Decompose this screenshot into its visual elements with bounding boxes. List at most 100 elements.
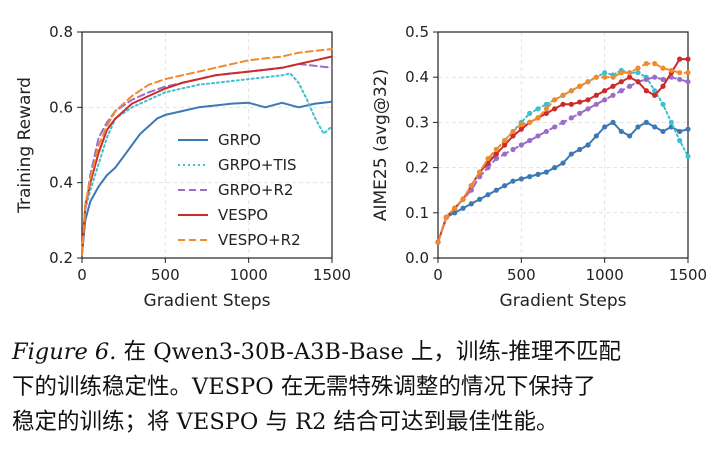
right-point-vespo-r2 bbox=[618, 70, 624, 76]
left-xtick-label: 1000 bbox=[230, 266, 268, 284]
right-point-grpo-tis bbox=[677, 137, 683, 144]
legend-label-vespo: VESPO bbox=[218, 206, 268, 224]
right-plot-frame bbox=[437, 31, 689, 259]
right-point-vespo bbox=[627, 74, 633, 80]
right-point-vespo bbox=[510, 133, 516, 139]
right-point-grpo bbox=[535, 171, 541, 177]
right-point-grpo bbox=[468, 201, 474, 207]
right-point-vespo-r2 bbox=[627, 70, 633, 76]
left-ytick-label: 0.2 bbox=[49, 249, 73, 267]
right-point-vespo bbox=[685, 56, 691, 62]
right-point-vespo-r2 bbox=[510, 128, 516, 135]
right-xtick-label: 1000 bbox=[586, 266, 624, 284]
right-point-grpo-r2 bbox=[535, 133, 541, 139]
caption-text-1: 在 Qwen3-30B-A3B-Base 上，训练-推理不匹配 bbox=[123, 339, 622, 365]
right-point-vespo bbox=[593, 92, 599, 98]
right-point-vespo-r2 bbox=[527, 119, 533, 125]
right-point-grpo-r2 bbox=[585, 106, 591, 112]
right-point-grpo-r2 bbox=[552, 124, 558, 130]
right-point-grpo-r2 bbox=[602, 97, 608, 103]
right-point-grpo-r2 bbox=[510, 146, 516, 153]
right-point-vespo-r2 bbox=[502, 137, 508, 144]
right-point-vespo bbox=[643, 88, 649, 94]
right-point-vespo-r2 bbox=[652, 61, 658, 67]
legend-label-vespo-r2: VESPO+R2 bbox=[218, 231, 301, 249]
right-point-vespo-r2 bbox=[677, 70, 683, 76]
right-series-vespo-r2 bbox=[437, 62, 689, 244]
right-point-grpo-r2 bbox=[543, 128, 549, 135]
figure-caption: Figure 6. 在 Qwen3-30B-A3B-Base 上，训练-推理不匹… bbox=[12, 335, 718, 440]
right-point-grpo bbox=[577, 146, 583, 153]
right-point-grpo bbox=[568, 151, 574, 157]
right-point-vespo-r2 bbox=[518, 122, 524, 128]
left-ytick-label: 0.6 bbox=[49, 98, 73, 116]
right-point-grpo-r2 bbox=[518, 142, 524, 148]
left-ytick-label: 0.4 bbox=[49, 174, 73, 192]
chart-right-group: 0 500 1000 1500 0.0 0.1 0.2 0.3 0.4 0.5 Gradient S… bbox=[371, 23, 707, 311]
right-point-grpo-r2 bbox=[643, 76, 649, 83]
left-y-axis-label: Training Reward bbox=[15, 77, 35, 214]
right-point-vespo bbox=[585, 97, 591, 103]
right-point-grpo-r2 bbox=[593, 101, 599, 107]
right-point-grpo bbox=[643, 119, 649, 125]
right-point-grpo-tis bbox=[635, 70, 641, 76]
right-point-grpo-r2 bbox=[577, 110, 583, 116]
right-point-vespo-r2 bbox=[602, 74, 608, 80]
legend-label-grpo-r2: GRPO+R2 bbox=[218, 181, 293, 199]
right-point-vespo-r2 bbox=[668, 67, 674, 74]
right-point-grpo-tis bbox=[602, 70, 608, 76]
right-point-vespo-r2 bbox=[435, 239, 441, 245]
right-point-grpo-r2 bbox=[627, 83, 633, 89]
right-point-vespo bbox=[618, 79, 624, 85]
right-point-vespo bbox=[602, 88, 608, 94]
right-point-vespo bbox=[635, 79, 641, 85]
chart-training-reward: 0 500 1000 1500 0.2 0.4 0.6 0.8 Gradient Steps Tr… bbox=[15, 23, 707, 311]
right-point-grpo bbox=[635, 124, 641, 130]
right-point-vespo-r2 bbox=[577, 83, 583, 89]
right-point-grpo-r2 bbox=[560, 119, 566, 125]
right-point-vespo-r2 bbox=[610, 74, 616, 80]
right-point-vespo-r2 bbox=[543, 106, 549, 112]
right-point-grpo-r2 bbox=[618, 88, 624, 94]
right-point-grpo bbox=[660, 128, 666, 135]
right-point-grpo-r2 bbox=[610, 92, 616, 98]
left-series-vespo-r2 bbox=[81, 48, 333, 256]
right-point-vespo bbox=[518, 126, 524, 132]
right-ytick-label: 0.5 bbox=[405, 23, 429, 41]
right-point-grpo bbox=[585, 142, 591, 148]
right-point-grpo-r2 bbox=[652, 74, 658, 80]
caption-line-1: Figure 6. 在 Qwen3-30B-A3B-Base 上，训练-推理不匹… bbox=[12, 335, 718, 370]
right-point-vespo-r2 bbox=[593, 74, 599, 80]
right-point-vespo bbox=[577, 99, 583, 105]
right-point-grpo-tis bbox=[535, 106, 541, 112]
right-point-grpo bbox=[652, 124, 658, 130]
right-xtick-label: 0 bbox=[433, 266, 443, 284]
right-point-grpo bbox=[543, 169, 549, 175]
legend-label-grpo-tis: GRPO+TIS bbox=[218, 156, 297, 174]
right-point-vespo-r2 bbox=[585, 79, 591, 85]
right-point-vespo bbox=[493, 151, 499, 157]
right-point-vespo bbox=[543, 110, 549, 116]
left-series-grpo bbox=[81, 100, 333, 256]
right-point-grpo bbox=[560, 160, 566, 166]
caption-line-3: 稳定的训练；将 VESPO 与 R2 结合可达到最佳性能。 bbox=[12, 409, 559, 435]
right-point-vespo bbox=[652, 92, 658, 98]
right-point-grpo-r2 bbox=[660, 76, 666, 83]
right-point-grpo bbox=[502, 183, 508, 189]
right-point-grpo bbox=[510, 178, 516, 184]
right-point-grpo-r2 bbox=[485, 165, 491, 171]
left-xtick-label: 1500 bbox=[313, 266, 351, 284]
right-point-vespo bbox=[552, 106, 558, 112]
right-point-grpo-tis bbox=[652, 88, 658, 94]
right-point-grpo-tis bbox=[685, 153, 691, 159]
right-point-vespo-r2 bbox=[560, 92, 566, 98]
legend-label-grpo: GRPO bbox=[218, 131, 261, 149]
right-point-grpo bbox=[685, 126, 691, 132]
right-x-axis-label: Gradient Steps bbox=[500, 291, 627, 311]
right-point-grpo-tis bbox=[660, 101, 666, 107]
right-point-grpo-r2 bbox=[677, 76, 683, 83]
right-ytick-label: 0.2 bbox=[405, 159, 429, 177]
right-point-vespo-r2 bbox=[568, 88, 574, 94]
right-ytick-label: 0.1 bbox=[405, 204, 429, 222]
right-point-grpo bbox=[485, 192, 491, 198]
